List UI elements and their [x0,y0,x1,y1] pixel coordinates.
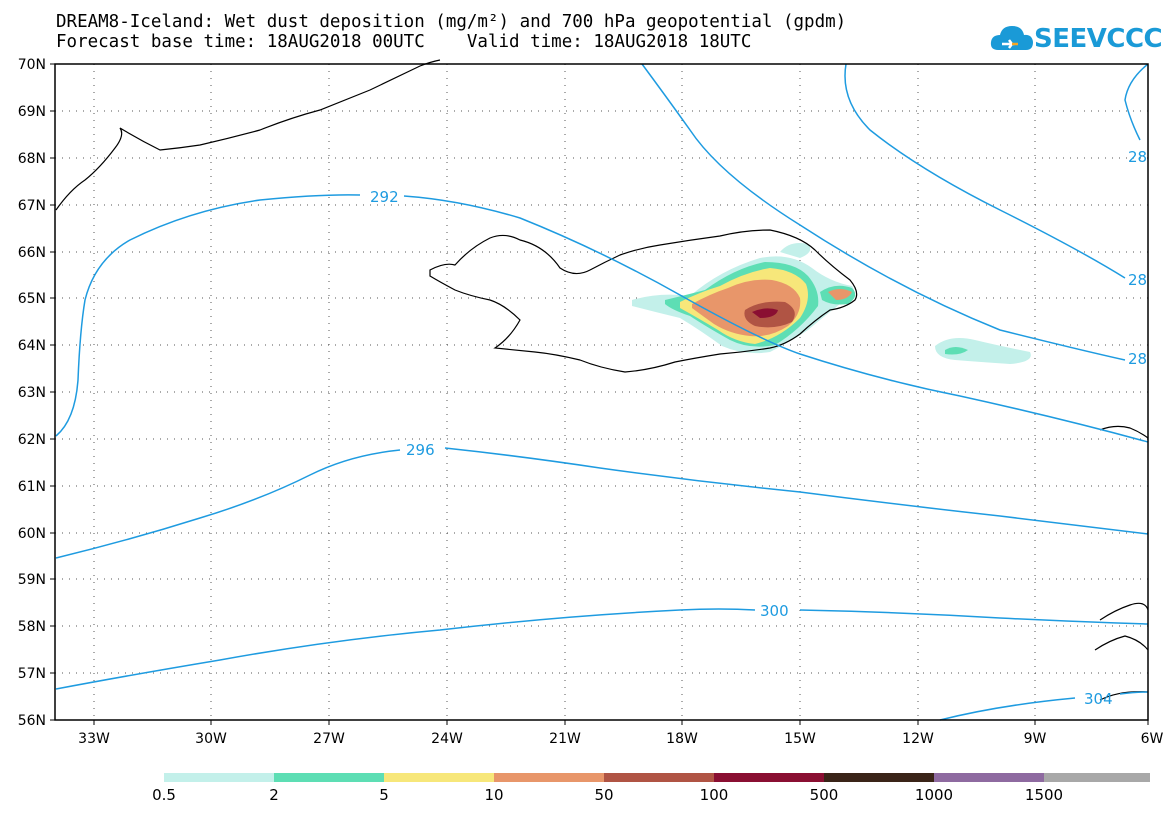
lat-label: 57N [18,666,46,682]
lat-label: 69N [18,104,46,120]
colorbar-segment [1044,773,1150,782]
seevccc-logo: SEEVCCC [990,18,1163,58]
contour-label-28a: 28 [1128,148,1147,166]
lat-label: 70N [18,57,46,73]
colorbar-label: 5 [379,786,389,804]
contour-label-28b: 28 [1128,271,1147,289]
colorbar-segment [494,773,604,782]
lat-label: 60N [18,526,46,542]
colorbar-label: 500 [809,786,839,804]
lon-label: 33W [78,731,110,747]
lon-label: 27W [313,731,345,747]
contour-label-296: 296 [406,441,435,459]
lat-label: 59N [18,572,46,588]
longitude-labels: 33W 30W 27W 24W 21W 18W 15W 12W 9W 6W [78,731,1163,747]
lat-label: 56N [18,713,46,729]
dust-deposition-shading [632,243,1031,364]
lon-label: 9W [1024,731,1047,747]
contour-label-28c: 28 [1128,350,1147,368]
coastlines [55,59,1149,701]
tick-marks [50,63,1149,725]
geopotential-contours [55,63,1149,721]
lon-label: 21W [549,731,581,747]
colorbar-segment [824,773,934,782]
lat-label: 64N [18,338,46,354]
contour-labels: 292 296 300 304 28 28 28 [370,148,1147,708]
colorbar-segment [604,773,714,782]
lat-label: 67N [18,198,46,214]
colorbar-label: 50 [594,786,614,804]
lon-label: 12W [902,731,934,747]
lon-label: 30W [195,731,227,747]
grid-lines [55,64,1148,720]
lon-label: 18W [666,731,698,747]
lon-label: 24W [431,731,463,747]
lat-label: 68N [18,151,46,167]
colorbar-label: 2 [269,786,279,804]
colorbar-segment [934,773,1044,782]
colorbar-segment [714,773,824,782]
contour-label-292: 292 [370,188,399,206]
colorbar-segment [274,773,384,782]
colorbar-label: 1500 [1024,786,1064,804]
map-subtitle: Forecast base time: 18AUG2018 00UTC Vali… [56,32,752,52]
lat-label: 61N [18,479,46,495]
logo-text: SEEVCCC [1034,24,1163,54]
lon-label: 6W [1141,731,1164,747]
colorbar-label: 1000 [914,786,954,804]
colorbar-segment [164,773,274,782]
lat-label: 63N [18,385,46,401]
latitude-labels: 70N 69N 68N 67N 66N 65N 64N 63N 62N 61N … [18,57,46,729]
contour-label-304: 304 [1084,690,1113,708]
cloud-logo-icon [990,26,1033,50]
colorbar-label: 10 [484,786,504,804]
lat-label: 58N [18,619,46,635]
lat-label: 66N [18,245,46,261]
contour-label-300: 300 [760,602,789,620]
lat-label: 65N [18,291,46,307]
lat-label: 62N [18,432,46,448]
colorbar-label: 0.5 [152,786,176,804]
lon-label: 15W [784,731,816,747]
colorbar-segment [384,773,494,782]
colorbar-label: 100 [699,786,729,804]
map-title: DREAM8-Iceland: Wet dust deposition (mg/… [56,12,847,32]
